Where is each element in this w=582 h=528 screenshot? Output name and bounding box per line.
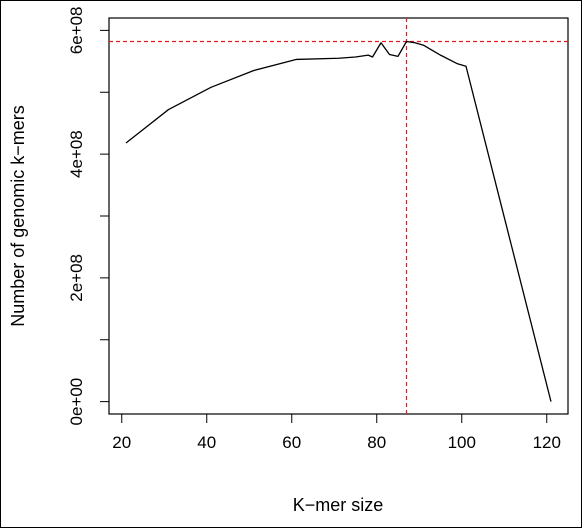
y-tick-label: 0e+00 <box>67 378 86 426</box>
series-group <box>125 40 552 402</box>
y-tick-label: 6e+08 <box>67 7 86 55</box>
y-axis: 0e+00 2e+08 4e+08 6e+08 <box>67 7 109 426</box>
x-tick-label: 40 <box>197 433 216 452</box>
x-tick-label: 100 <box>448 433 476 452</box>
x-axis-title: K−mer size <box>293 495 384 515</box>
y-tick-label: 4e+08 <box>67 130 86 178</box>
x-tick-label: 60 <box>282 433 301 452</box>
x-tick-label: 80 <box>367 433 386 452</box>
y-tick-label: 2e+08 <box>67 254 86 302</box>
reference-lines <box>109 18 568 414</box>
x-axis: 20 40 60 80 100 120 <box>112 414 561 452</box>
x-tick-label: 20 <box>112 433 131 452</box>
series-line <box>125 40 552 402</box>
y-axis-title: Number of genomic k−mers <box>8 105 28 327</box>
x-tick-label: 120 <box>533 433 561 452</box>
